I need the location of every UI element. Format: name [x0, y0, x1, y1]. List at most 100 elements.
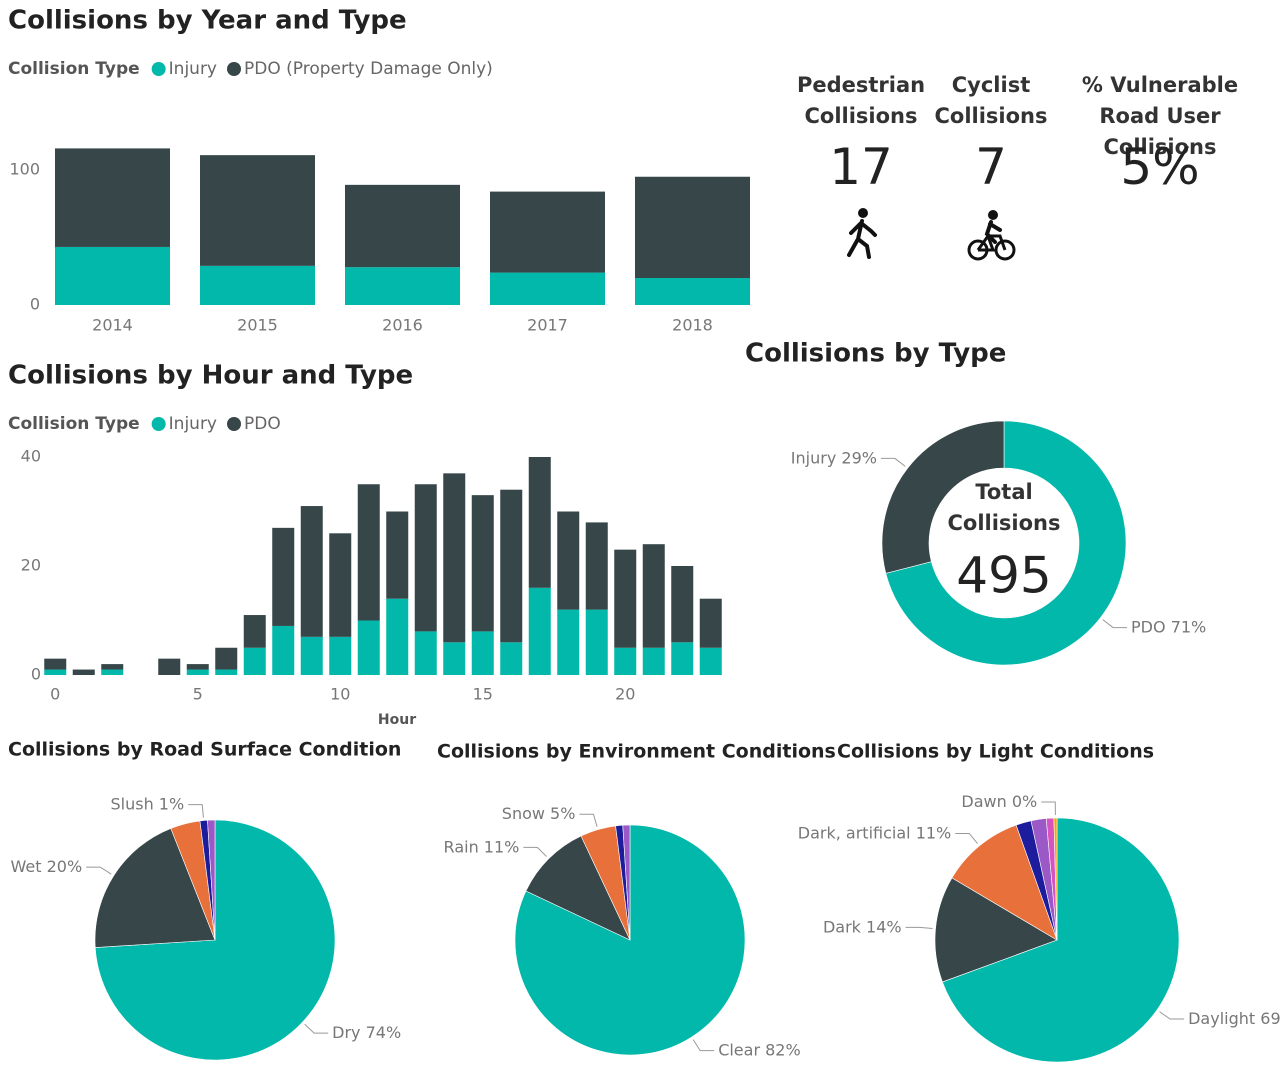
leader-line [579, 813, 598, 827]
bar-segment [635, 278, 750, 305]
slice-value: 1% [159, 794, 184, 813]
bar-segment [55, 148, 170, 247]
bar-segment [243, 647, 266, 675]
bar-segment [614, 549, 637, 648]
cyclist-icon [967, 210, 1016, 261]
x-tick-label: 2018 [672, 316, 713, 335]
center-label: Total Collisions [947, 480, 1061, 535]
bar-segment [300, 506, 323, 637]
slice-label: Dark, artificial 11% [798, 823, 951, 842]
pedestrian-icon [847, 208, 877, 259]
chart-title: Collisions by Hour and Type [8, 361, 413, 391]
leader-line [188, 804, 204, 818]
slice-label: Rain 11% [444, 837, 520, 856]
kpi-label: Cyclist Collisions [934, 73, 1048, 128]
leader-line [1102, 619, 1128, 629]
kpi-value: 7 [975, 138, 1007, 196]
slice-category: PDO [1131, 617, 1166, 636]
chart-title: Collisions by Road Surface Condition [8, 739, 401, 761]
slice-label: Dry 74% [332, 1023, 401, 1042]
bar-segment [200, 265, 315, 305]
bar-segment [215, 647, 238, 670]
bar-segment [44, 658, 67, 670]
legend-marker [151, 417, 166, 431]
leader-line [1159, 1011, 1185, 1020]
bar-segment [386, 598, 409, 675]
bar-segment [55, 246, 170, 305]
bar-segment [635, 176, 750, 278]
slice [942, 817, 1180, 1063]
bar-segment [443, 642, 466, 675]
bar-segment [699, 598, 722, 648]
bar-segment [101, 664, 124, 670]
bar-segment [443, 473, 466, 643]
bar-segment [614, 647, 637, 675]
bar-segment [186, 664, 209, 670]
slice-value: 69% [1260, 1009, 1280, 1028]
kpi-value: 5% [1120, 138, 1200, 196]
legend-title: Collision Type [8, 414, 140, 434]
bar-segment [72, 669, 95, 675]
bar-segment [642, 544, 665, 648]
slice-value: 20% [47, 857, 83, 876]
leader-line [86, 866, 112, 875]
bar-segment [500, 642, 523, 675]
bar-segment [528, 587, 551, 675]
slice-value: 74% [366, 1023, 402, 1042]
slice-value: 14% [866, 917, 902, 936]
chart-title: Collisions by Type [745, 339, 1006, 369]
y-tick-label: 20 [21, 556, 41, 575]
legend-marker [227, 417, 241, 431]
legend-marker [151, 62, 166, 76]
legend-label: PDO (Property Damage Only) [244, 59, 493, 79]
slice-value: 11% [916, 823, 952, 842]
bar-segment [215, 669, 238, 675]
slice [1053, 817, 1058, 941]
center-value: 495 [956, 547, 1051, 605]
bar-segment [186, 669, 209, 675]
x-tick-label: 2016 [382, 316, 423, 335]
leader-line [692, 1039, 715, 1052]
slice-category: Dark [823, 917, 862, 936]
slice-category: Dawn [961, 792, 1006, 811]
bar-segment [345, 267, 460, 305]
slice-value: 11% [484, 837, 520, 856]
bar-segment [101, 669, 124, 675]
bar-segment [272, 625, 295, 675]
slice-value: 5% [550, 804, 575, 823]
legend-title: Collision Type [8, 59, 140, 79]
slice-category: Dark, artificial [798, 823, 911, 842]
y-tick-label: 0 [30, 295, 40, 314]
slice-label: Injury 29% [791, 448, 877, 467]
legend-marker [227, 62, 241, 76]
bar-segment [272, 527, 295, 626]
x-tick-label: 15 [473, 685, 493, 704]
x-tick-label: 2014 [92, 316, 133, 335]
bar-segment [585, 609, 608, 675]
slice-category: Rain [444, 837, 479, 856]
slice-category: Dry [332, 1023, 360, 1042]
bar-segment [357, 484, 380, 621]
slice-value: 0% [1012, 792, 1037, 811]
bar-segment [243, 615, 266, 648]
slice-category: Wet [11, 857, 42, 876]
bar-segment [699, 647, 722, 675]
bar-segment [585, 522, 608, 610]
slice [951, 824, 1058, 941]
kpi-label: % Vulnerable Road User Collisions [1081, 73, 1239, 159]
leader-line [880, 457, 906, 467]
slice-label: Dark 14% [823, 917, 902, 936]
y-tick-label: 0 [31, 665, 41, 684]
slice-label: Dawn 0% [961, 792, 1037, 811]
leader-line [1041, 801, 1056, 816]
bar-segment [329, 636, 352, 675]
bar-segment [414, 631, 437, 675]
x-tick-label: 2015 [237, 316, 278, 335]
leader-line [905, 926, 933, 930]
slice [881, 420, 1005, 574]
x-tick-label: 2017 [527, 316, 568, 335]
kpi-value: 17 [829, 138, 893, 196]
x-tick-label: 0 [50, 685, 60, 704]
